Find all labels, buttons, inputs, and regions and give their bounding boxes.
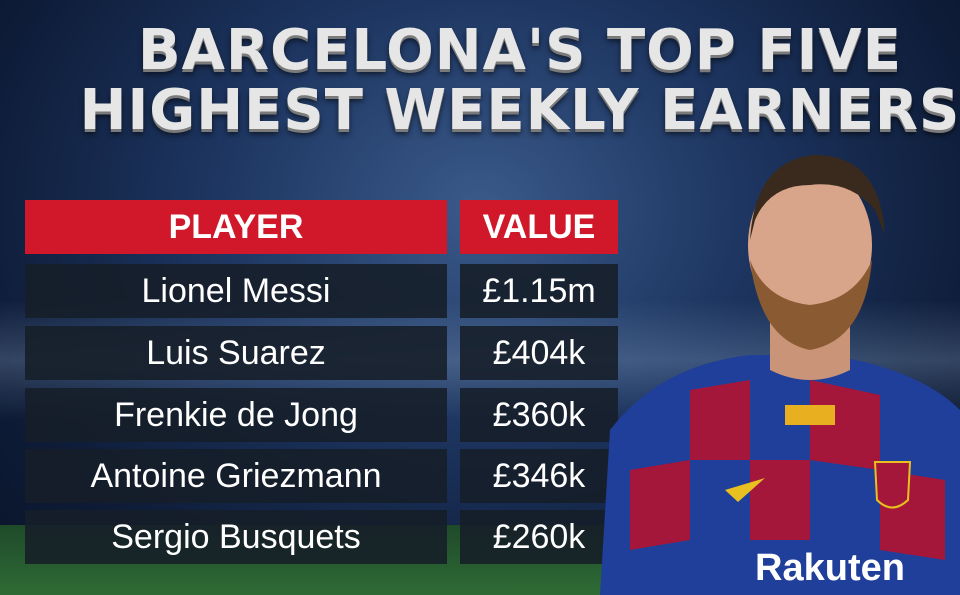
row-player: Sergio Busquets [25,510,447,564]
collar [785,405,835,425]
row-value: £260k [460,510,618,564]
header-player: PLAYER [25,200,447,254]
row-value: £346k [460,449,618,503]
row-player: Antoine Griezmann [25,449,447,503]
club-crest [873,461,912,509]
row-player: Lionel Messi [25,264,447,318]
player-photo: Rakuten [600,155,960,595]
title-line-1: BARCELONA'S TOP FIVE [138,18,902,83]
row-player: Frenkie de Jong [25,388,447,442]
sponsor-logo: Rakuten [755,547,905,589]
row-value: £360k [460,388,618,442]
nike-logo [725,478,765,502]
header-value: VALUE [460,200,618,254]
row-player: Luis Suarez [25,326,447,380]
row-value: £1.15m [460,264,618,318]
title-line-2: HIGHEST WEEKLY EARNERS [79,78,960,143]
row-value: £404k [460,326,618,380]
